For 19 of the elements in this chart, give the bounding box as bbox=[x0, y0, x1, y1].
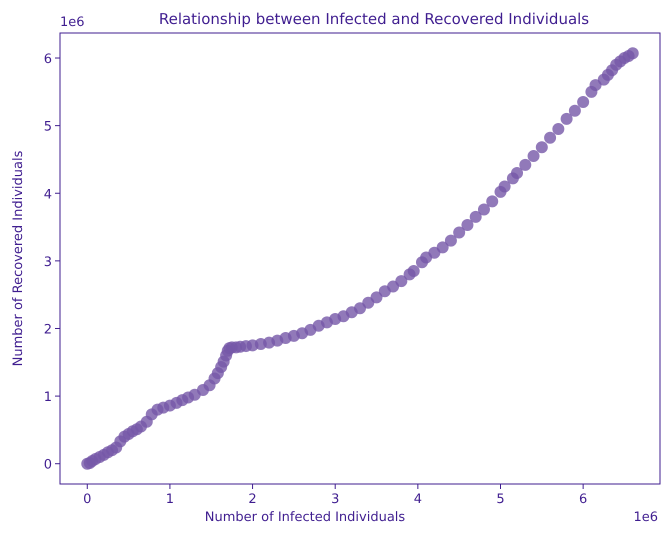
y-axis-title: Number of Recovered Individuals bbox=[11, 150, 26, 366]
text: 1e6 bbox=[633, 510, 658, 525]
x-axis-title: Number of Infected Individuals bbox=[204, 510, 406, 525]
y-tick-label: 2 bbox=[44, 322, 52, 338]
text: 1e6 bbox=[60, 15, 85, 30]
x-tick-label: 2 bbox=[248, 492, 257, 507]
x-tick-label: 1 bbox=[166, 492, 174, 507]
y-tick-label: 4 bbox=[44, 187, 52, 202]
y-tick-label: 1 bbox=[44, 390, 52, 406]
y-tick-label: 5 bbox=[44, 120, 52, 135]
x-tick-label: 5 bbox=[496, 492, 505, 507]
chart-title: Relationship between Infected and Recovered Individuals bbox=[158, 10, 590, 28]
x-tick-label: 4 bbox=[414, 492, 422, 507]
y-tick-label: 0 bbox=[44, 458, 52, 473]
y-tick-label: 3 bbox=[44, 254, 52, 270]
y-tick-label: 6 bbox=[44, 52, 52, 68]
x-tick-label: 0 bbox=[83, 492, 92, 507]
x-tick-label: 3 bbox=[331, 492, 340, 507]
x-tick-label: 6 bbox=[579, 492, 588, 507]
